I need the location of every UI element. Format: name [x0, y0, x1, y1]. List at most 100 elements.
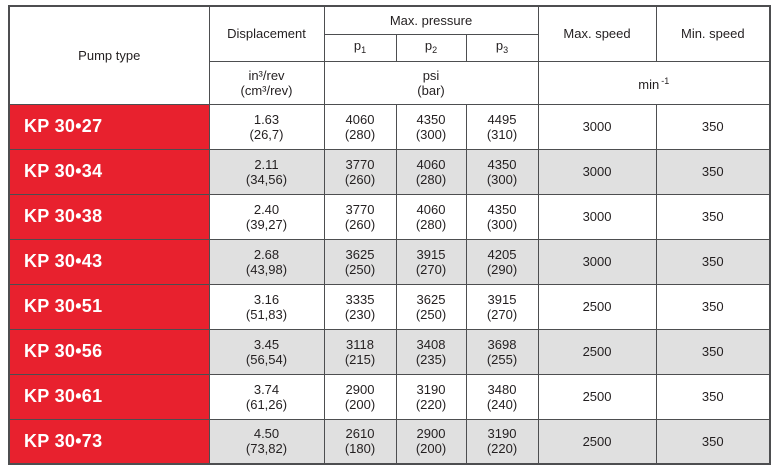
value-primary: 4060	[416, 156, 446, 172]
value-primary: 3.45	[253, 336, 280, 352]
displacement-cell: 3.16 (51,83)	[208, 283, 325, 330]
value-secondary: (260)	[344, 216, 376, 232]
p2-cell: 3408 (235)	[395, 328, 467, 375]
value-primary: 2.68	[253, 246, 280, 262]
value-secondary: (255)	[486, 351, 518, 367]
table-row: KP 30•73 4.50 (73,82) 2610 (180) 2900 (200)…	[8, 418, 771, 465]
value-primary: 3770	[345, 156, 375, 172]
pump-type-cell: KP 30•38	[8, 193, 210, 240]
displacement-cell: 3.45 (56,54)	[208, 328, 325, 375]
displacement-cell: 1.63 (26,7)	[208, 103, 325, 150]
p2-cell: 4060 (280)	[395, 193, 467, 240]
max-speed-cell: 3000	[537, 238, 657, 285]
value-primary: 4350	[487, 156, 517, 172]
pressure-units: psi (bar)	[323, 60, 539, 105]
value-primary: 4350	[487, 201, 517, 217]
p3-cell: 4350 (300)	[465, 193, 539, 240]
value-secondary: (220)	[486, 441, 518, 457]
p1-cell: 3770 (260)	[323, 193, 397, 240]
value-secondary: (51,83)	[245, 306, 288, 322]
value-secondary: (220)	[415, 396, 447, 412]
pump-type-header: Pump type	[8, 5, 210, 105]
value-secondary: (215)	[344, 351, 376, 367]
value-secondary: (270)	[486, 306, 518, 322]
value-primary: 4060	[416, 201, 446, 217]
value-primary: 2610	[345, 426, 375, 442]
value-primary: 3698	[487, 336, 517, 352]
p1-cell: 2610 (180)	[323, 418, 397, 465]
table-row: KP 30•61 3.74 (61,26) 2900 (200) 3190 (220)…	[8, 373, 771, 420]
value-secondary: (270)	[415, 261, 447, 277]
value-primary: 3190	[416, 381, 446, 397]
min-speed-cell: 350	[655, 283, 771, 330]
value-secondary: (280)	[344, 126, 376, 142]
displacement-cell: 2.68 (43,98)	[208, 238, 325, 285]
value-secondary: (39,27)	[245, 216, 288, 232]
min-speed-cell: 350	[655, 328, 771, 375]
min-speed-cell: 350	[655, 418, 771, 465]
pump-type-cell: KP 30•51	[8, 283, 210, 330]
value-secondary: (235)	[415, 351, 447, 367]
p3-base: p	[495, 37, 504, 53]
p3-cell: 3698 (255)	[465, 328, 539, 375]
max-speed-header: Max. speed	[537, 5, 657, 62]
value-primary: 3408	[416, 336, 446, 352]
pump-type-cell: KP 30•27	[8, 103, 210, 150]
max-speed-cell: 3000	[537, 103, 657, 150]
p2-cell: 4350 (300)	[395, 103, 467, 150]
value-primary: 3770	[345, 201, 375, 217]
p1-cell: 2900 (200)	[323, 373, 397, 420]
value-primary: 3915	[416, 246, 446, 262]
p2-cell: 3190 (220)	[395, 373, 467, 420]
value-primary: 4205	[487, 246, 517, 262]
value-secondary: (280)	[415, 216, 447, 232]
value-primary: 3.74	[253, 381, 280, 397]
p2-cell: 4060 (280)	[395, 148, 467, 195]
p2-header: p2	[395, 33, 467, 62]
value-primary: 2900	[416, 426, 446, 442]
displacement-units: in³/rev (cm³/rev)	[208, 60, 325, 105]
value-secondary: (300)	[415, 126, 447, 142]
value-secondary: (260)	[344, 171, 376, 187]
value-primary: 3625	[416, 291, 446, 307]
min-speed-header: Min. speed	[655, 5, 771, 62]
table-row: KP 30•43 2.68 (43,98) 3625 (250) 3915 (270)…	[8, 238, 771, 285]
pressure-unit-line2: (bar)	[417, 82, 445, 98]
value-primary: 1.63	[253, 111, 280, 127]
min-speed-cell: 350	[655, 148, 771, 195]
table-row: KP 30•27 1.63 (26,7) 4060 (280) 4350 (300) …	[8, 103, 771, 150]
value-primary: 4060	[345, 111, 375, 127]
speed-units: min -1	[537, 60, 771, 105]
pump-type-cell: KP 30•73	[8, 418, 210, 465]
value-secondary: (56,54)	[245, 351, 288, 367]
value-secondary: (280)	[415, 171, 447, 187]
value-secondary: (200)	[344, 396, 376, 412]
value-secondary: (300)	[486, 216, 518, 232]
p2-base: p	[424, 37, 433, 53]
min-speed-cell: 350	[655, 103, 771, 150]
p3-sub: 3	[503, 44, 509, 55]
value-secondary: (310)	[486, 126, 518, 142]
value-secondary: (61,26)	[245, 396, 288, 412]
value-secondary: (180)	[344, 441, 376, 457]
value-secondary: (73,82)	[245, 441, 288, 457]
p2-cell: 2900 (200)	[395, 418, 467, 465]
value-primary: 3915	[487, 291, 517, 307]
p2-sub: 2	[432, 44, 438, 55]
value-secondary: (290)	[486, 261, 518, 277]
pump-type-cell: KP 30•43	[8, 238, 210, 285]
max-speed-cell: 3000	[537, 148, 657, 195]
max-speed-cell: 3000	[537, 193, 657, 240]
displacement-header: Displacement	[208, 5, 325, 62]
max-pressure-header: Max. pressure	[323, 5, 539, 35]
p1-cell: 3625 (250)	[323, 238, 397, 285]
min-speed-cell: 350	[655, 193, 771, 240]
pump-type-cell: KP 30•56	[8, 328, 210, 375]
value-primary: 3.16	[253, 291, 280, 307]
value-secondary: (240)	[486, 396, 518, 412]
p1-cell: 3118 (215)	[323, 328, 397, 375]
value-secondary: (43,98)	[245, 261, 288, 277]
pressure-unit-line1: psi	[422, 67, 440, 83]
p3-cell: 3915 (270)	[465, 283, 539, 330]
